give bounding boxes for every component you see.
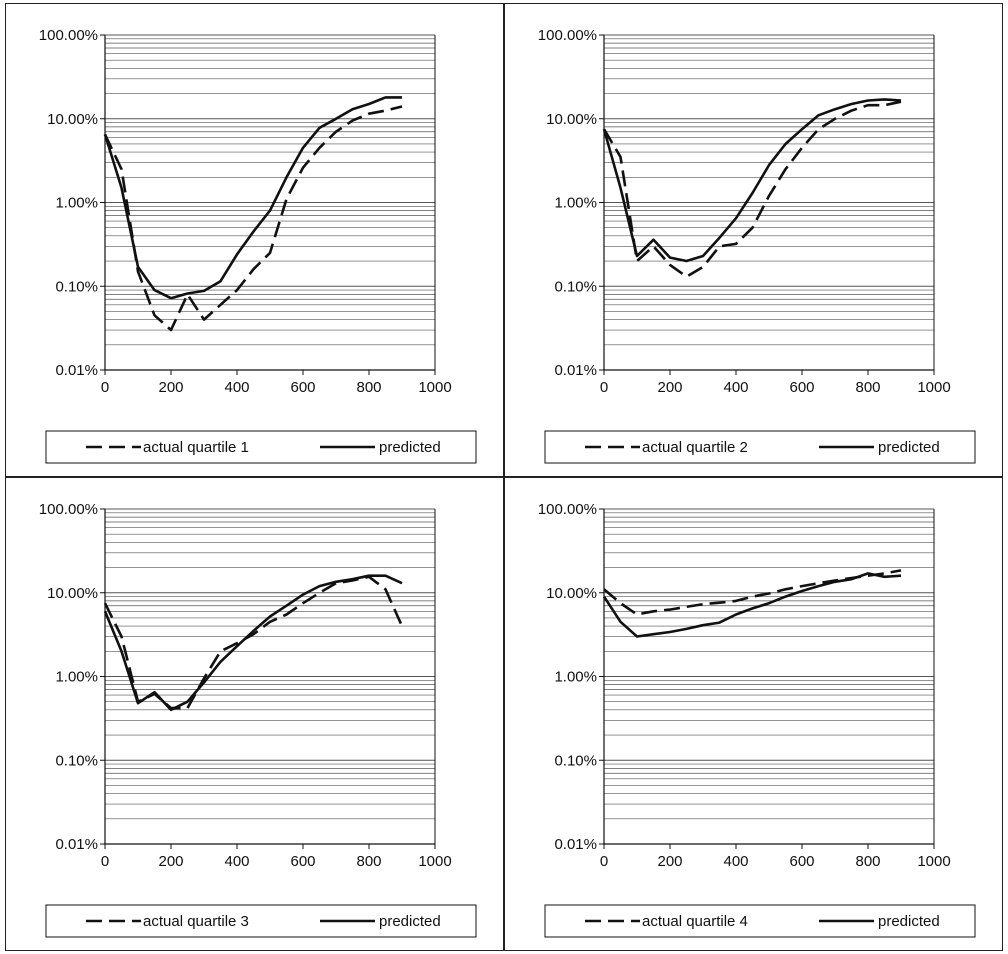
x-tick-label: 600 [290,853,315,870]
y-tick-label: 0.01% [554,836,597,853]
x-tick-label: 800 [356,853,381,870]
series-line-2 [602,572,902,638]
x-tick-label: 400 [224,379,249,396]
legend-label-1: actual quartile 1 [143,439,249,456]
x-tick-label: 0 [101,379,109,396]
x-tick-label: 400 [723,379,748,396]
legend-label-1: actual quartile 2 [642,439,748,456]
legend-label-1: actual quartile 3 [143,913,249,930]
y-tick-label: 0.10% [554,752,597,769]
y-tick-label: 1.00% [554,669,597,686]
gridlines [105,34,435,371]
gridlines [604,508,934,845]
gridlines [105,508,435,845]
legend-label-1: actual quartile 4 [642,913,748,930]
x-tick-label: 200 [657,379,682,396]
x-tick-label: 600 [789,379,814,396]
gridlines [604,34,934,371]
chart-panel-2: 100.00% 10.00% 1.00% 0.10% 0.01% 0 200 400 600 80… [504,3,1003,477]
y-tick-label: 10.00% [546,111,597,128]
chart-panel-1: 100.00% 10.00% 1.00% 0.10% 0.01% 0 200 400 600 80… [5,3,504,477]
x-tick-label: 1000 [418,853,451,870]
legend-label-2: predicted [878,439,940,456]
y-tick-label: 10.00% [546,585,597,602]
legend: actual quartile 1 predicted [45,430,477,464]
chart-3: 100.00% 10.00% 1.00% 0.10% 0.01%0 200 400 600 80… [39,501,477,938]
series-line-1 [103,105,403,332]
x-tick-label: 1000 [917,853,950,870]
x-tick-label: 1000 [917,379,950,396]
y-tick-label: 1.00% [55,195,98,212]
x-tick-label: 400 [723,853,748,870]
x-tick-label: 200 [158,853,183,870]
y-tick-label: 0.01% [55,836,98,853]
legend-label-2: predicted [878,913,940,930]
y-tick-label: 0.01% [55,362,98,379]
x-tick-label: 200 [657,853,682,870]
x-tick-label: 0 [600,379,608,396]
legend: actual quartile 4 predicted [544,904,976,938]
y-tick-label: 100.00% [538,501,597,518]
series-line-1 [602,100,902,279]
x-tick-label: 400 [224,853,249,870]
x-tick-label: 800 [855,853,880,870]
legend-label-2: predicted [379,439,441,456]
chart-1: 100.00% 10.00% 1.00% 0.10% 0.01%0 200 400 600 80… [39,27,477,464]
y-tick-label: 100.00% [39,27,98,44]
x-tick-label: 600 [789,853,814,870]
legend-label-2: predicted [379,913,441,930]
chart-4: 100.00% 10.00% 1.00% 0.10% 0.01%0 200 400 600 80… [538,501,976,938]
x-tick-label: 0 [101,853,109,870]
y-tick-label: 10.00% [47,585,98,602]
series-line-2 [103,96,402,300]
y-tick-label: 0.10% [554,278,597,295]
x-tick-label: 1000 [418,379,451,396]
series-line-2 [602,98,902,263]
legend: actual quartile 2 predicted [544,430,976,464]
y-tick-label: 0.10% [55,752,98,769]
y-tick-label: 10.00% [47,111,98,128]
x-tick-label: 200 [158,379,183,396]
x-tick-label: 600 [290,379,315,396]
y-tick-label: 100.00% [39,501,98,518]
y-tick-label: 0.10% [55,278,98,295]
x-tick-label: 0 [600,853,608,870]
x-tick-label: 800 [855,379,880,396]
y-tick-label: 1.00% [554,195,597,212]
x-tick-label: 800 [356,379,381,396]
series-line-2 [103,574,403,712]
legend: actual quartile 3 predicted [45,904,477,938]
y-tick-label: 1.00% [55,669,98,686]
y-tick-label: 0.01% [554,362,597,379]
chart-panel-4: 100.00% 10.00% 1.00% 0.10% 0.01% 0 200 400 600 80… [504,477,1003,951]
y-tick-label: 100.00% [538,27,597,44]
chart-panel-3: 100.00% 10.00% 1.00% 0.10% 0.01% 0 200 400 600 80… [5,477,504,951]
chart-2: 100.00% 10.00% 1.00% 0.10% 0.01%0 200 400 600 80… [538,27,976,464]
